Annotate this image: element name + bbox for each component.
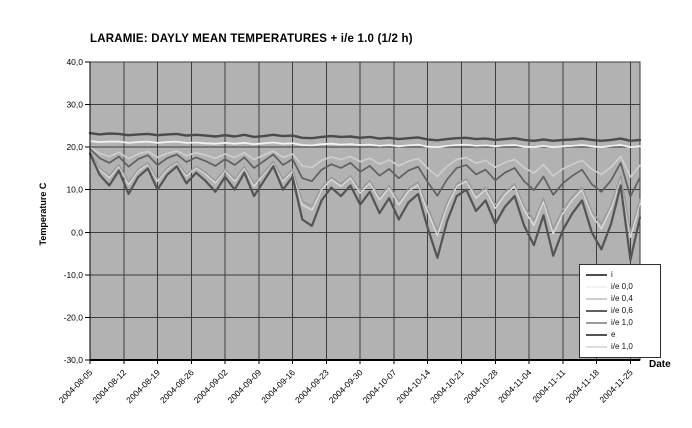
y-tick-label: 0,0 [71,227,83,237]
legend-item: i/e 0,0 [586,282,656,292]
y-tick-label: -10,0 [64,270,84,280]
series-line-1 [89,140,641,149]
series-line-6 [89,151,641,239]
x-tick-label: 2004-11-04 [496,367,534,405]
plot-area [89,61,641,361]
x-tick-label: 2004-10-07 [361,367,399,405]
legend-item: i/e 1,0 [586,342,656,352]
x-tick-label: 2004-11-25 [597,367,635,405]
series-line-4 [89,151,641,233]
x-tick-label: 2004-08-26 [158,367,196,405]
legend-item: i/e 0,4 [586,294,656,304]
series-line-2 [89,146,641,178]
legend-line-swatch [586,310,607,312]
chart-title: LARAMIE: DAYLY MEAN TEMPERATURES + i/e 1… [90,33,413,45]
legend-item-label: i/e 1,0 [611,342,633,351]
x-tick-label: 2004-10-28 [462,367,500,405]
x-tick-label: 2004-08-19 [124,367,162,405]
y-tick-label: 10,0 [66,185,83,195]
x-tick-label: 2004-09-16 [259,367,297,405]
series-line-0 [88,131,642,143]
x-tick-label: 2004-09-30 [327,367,365,405]
x-tick-label: 2004-09-02 [192,367,230,405]
chart-legend: i i/e 0,0 i/e 0,4 i/e 0,6 i/e 1,0 e i/e 1,0 [579,264,661,358]
legend-item: e [586,330,656,340]
series-line-5 [88,152,642,262]
x-axis-title: Date [649,359,671,370]
legend-item: i/e 1,0 [586,318,656,328]
x-tick-label: 2004-10-21 [428,367,466,405]
legend-line-swatch [586,286,607,288]
legend-line-swatch [586,334,607,336]
legend-line-swatch [586,298,607,300]
x-tick-label: 2004-11-18 [564,367,602,405]
legend-item-label: i/e 0,4 [611,294,633,303]
legend-item: i [586,270,656,280]
x-tick-label: 2004-08-05 [57,367,95,405]
legend-item: i/e 0,6 [586,306,656,316]
legend-line-swatch [586,274,607,276]
x-tick-label: 2004-09-09 [225,367,263,405]
series-line-3 [89,147,641,198]
legend-item-label: i/e 0,0 [611,282,633,291]
y-tick-label: -20,0 [64,312,84,322]
y-tick-label: -30,0 [64,355,84,365]
x-tick-label: 2004-11-11 [530,367,567,404]
legend-item-label: i/e 0,6 [611,306,633,315]
x-tick-label: 2004-09-23 [293,367,331,405]
legend-item-label: i [611,270,613,279]
legend-line-swatch [586,346,607,348]
y-tick-label: 40,0 [66,57,83,67]
legend-item-label: i/e 1,0 [611,318,633,327]
y-axis-title: Temperature C [38,182,48,245]
x-tick-label: 2004-08-12 [90,367,128,405]
y-tick-label: 30,0 [66,100,83,110]
y-tick-label: 20,0 [66,142,83,152]
legend-item-label: e [611,330,616,339]
x-tick-label: 2004-10-14 [394,367,432,405]
legend-line-swatch [586,322,607,324]
